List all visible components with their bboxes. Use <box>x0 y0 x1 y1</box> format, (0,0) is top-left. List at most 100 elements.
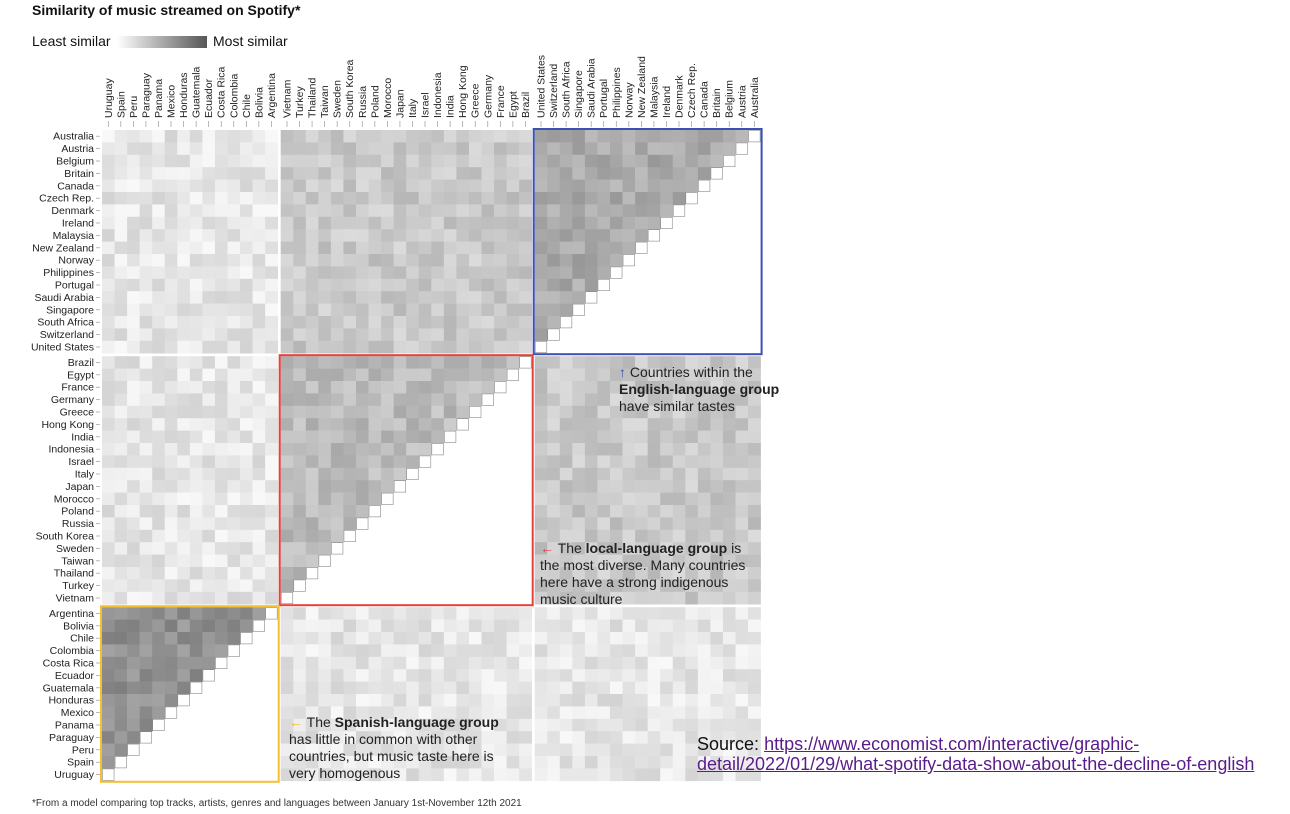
heatmap-cell <box>139 216 153 230</box>
heatmap-cell <box>748 542 761 555</box>
heatmap-cell <box>305 266 319 280</box>
heatmap-cell <box>647 192 661 205</box>
heatmap-cell <box>152 505 166 518</box>
heatmap-cell <box>610 505 623 518</box>
heatmap-cell <box>468 656 482 670</box>
heatmap-cell <box>189 542 203 555</box>
heatmap-cell <box>343 130 357 143</box>
heatmap-cell <box>468 718 482 732</box>
heatmap-cell <box>252 154 266 168</box>
heatmap-cell <box>610 467 623 481</box>
heatmap-cell <box>431 669 445 682</box>
row-label: Denmark <box>51 205 94 217</box>
heatmap-cell <box>519 241 532 255</box>
row-label: Indonesia <box>48 444 94 456</box>
heatmap-cell <box>584 204 598 218</box>
heatmap-cell <box>622 443 636 456</box>
heatmap-cell <box>177 505 191 518</box>
heatmap-cell <box>164 393 178 407</box>
heatmap-cell <box>393 756 407 769</box>
heatmap-cell <box>265 542 278 555</box>
heatmap-cell <box>102 632 115 645</box>
heatmap-cell <box>572 656 586 670</box>
heatmap-cell-self <box>469 405 482 418</box>
heatmap-cell <box>572 266 586 280</box>
heatmap-cell <box>240 204 253 218</box>
heatmap-cell <box>305 356 319 369</box>
heatmap-cell <box>227 328 241 342</box>
heatmap-cell <box>102 204 115 218</box>
heatmap-cell <box>418 418 432 431</box>
heatmap-cell <box>697 542 711 555</box>
heatmap-cell <box>559 254 573 267</box>
heatmap-cell <box>635 731 648 744</box>
heatmap-cell <box>534 254 548 267</box>
heatmap-cell <box>735 405 749 419</box>
heatmap-cell <box>547 443 561 456</box>
column-label: Sweden <box>332 80 344 118</box>
heatmap-cell <box>293 681 307 695</box>
heatmap-cell <box>381 632 394 645</box>
heatmap-cell <box>202 303 216 317</box>
heatmap-cell <box>189 443 203 456</box>
heatmap-cell <box>572 204 586 218</box>
heatmap-cell <box>127 405 140 419</box>
heatmap-cell <box>468 278 482 292</box>
heatmap-cell <box>381 480 394 493</box>
heatmap-cell <box>735 718 749 732</box>
heatmap-cell <box>647 204 661 218</box>
heatmap-cell <box>240 480 253 493</box>
heatmap-cell <box>584 756 598 769</box>
heatmap-cell <box>735 706 749 720</box>
heatmap-cell <box>597 756 611 769</box>
source-link[interactable]: https://www.economist.com/interactive/gr… <box>697 734 1255 774</box>
heatmap-cell <box>393 266 407 280</box>
heatmap-cell <box>610 405 623 419</box>
heatmap-cell <box>748 443 761 456</box>
heatmap-cell <box>127 492 140 506</box>
annotation-english-arrow: ↑ <box>619 364 626 380</box>
heatmap-cell <box>534 492 548 506</box>
heatmap-cell <box>330 291 344 304</box>
heatmap-cell <box>697 591 711 605</box>
heatmap-cell <box>114 669 128 682</box>
heatmap-cell <box>406 718 420 732</box>
heatmap-cell <box>177 167 191 180</box>
heatmap-cell <box>214 554 228 568</box>
heatmap-cell <box>318 291 332 304</box>
heatmap-cell <box>139 632 153 645</box>
heatmap-cell <box>710 529 724 543</box>
heatmap-cell <box>584 356 598 369</box>
heatmap-cell <box>506 644 520 658</box>
heatmap-cell <box>393 216 407 230</box>
heatmap-cell <box>494 669 507 682</box>
heatmap-cell <box>610 768 623 782</box>
heatmap-cell <box>177 154 191 168</box>
heatmap-cell <box>456 291 470 304</box>
heatmap-cell <box>305 368 319 382</box>
heatmap-cell <box>368 418 382 431</box>
heatmap-cell <box>393 694 407 707</box>
heatmap-cell <box>252 517 266 531</box>
heatmap-cell <box>547 656 561 670</box>
heatmap-cell <box>494 768 507 782</box>
heatmap-cell <box>610 443 623 456</box>
heatmap-cell <box>710 554 724 568</box>
heatmap-cell <box>139 455 153 469</box>
heatmap-cell <box>519 303 532 317</box>
heatmap-cell <box>139 579 153 593</box>
heatmap-cell <box>164 430 178 444</box>
heatmap-cell <box>494 356 507 369</box>
heatmap-cell <box>227 241 241 255</box>
heatmap-cell <box>547 393 561 407</box>
heatmap-cell <box>368 192 382 205</box>
heatmap-cell <box>293 694 307 707</box>
heatmap-cell <box>481 768 495 782</box>
heatmap-cell <box>572 492 586 506</box>
heatmap-cell <box>506 619 520 633</box>
heatmap-cell <box>418 192 432 205</box>
heatmap-cell <box>748 669 761 682</box>
heatmap-cell <box>534 607 548 620</box>
heatmap-cell <box>456 192 470 205</box>
heatmap-cell <box>584 607 598 620</box>
